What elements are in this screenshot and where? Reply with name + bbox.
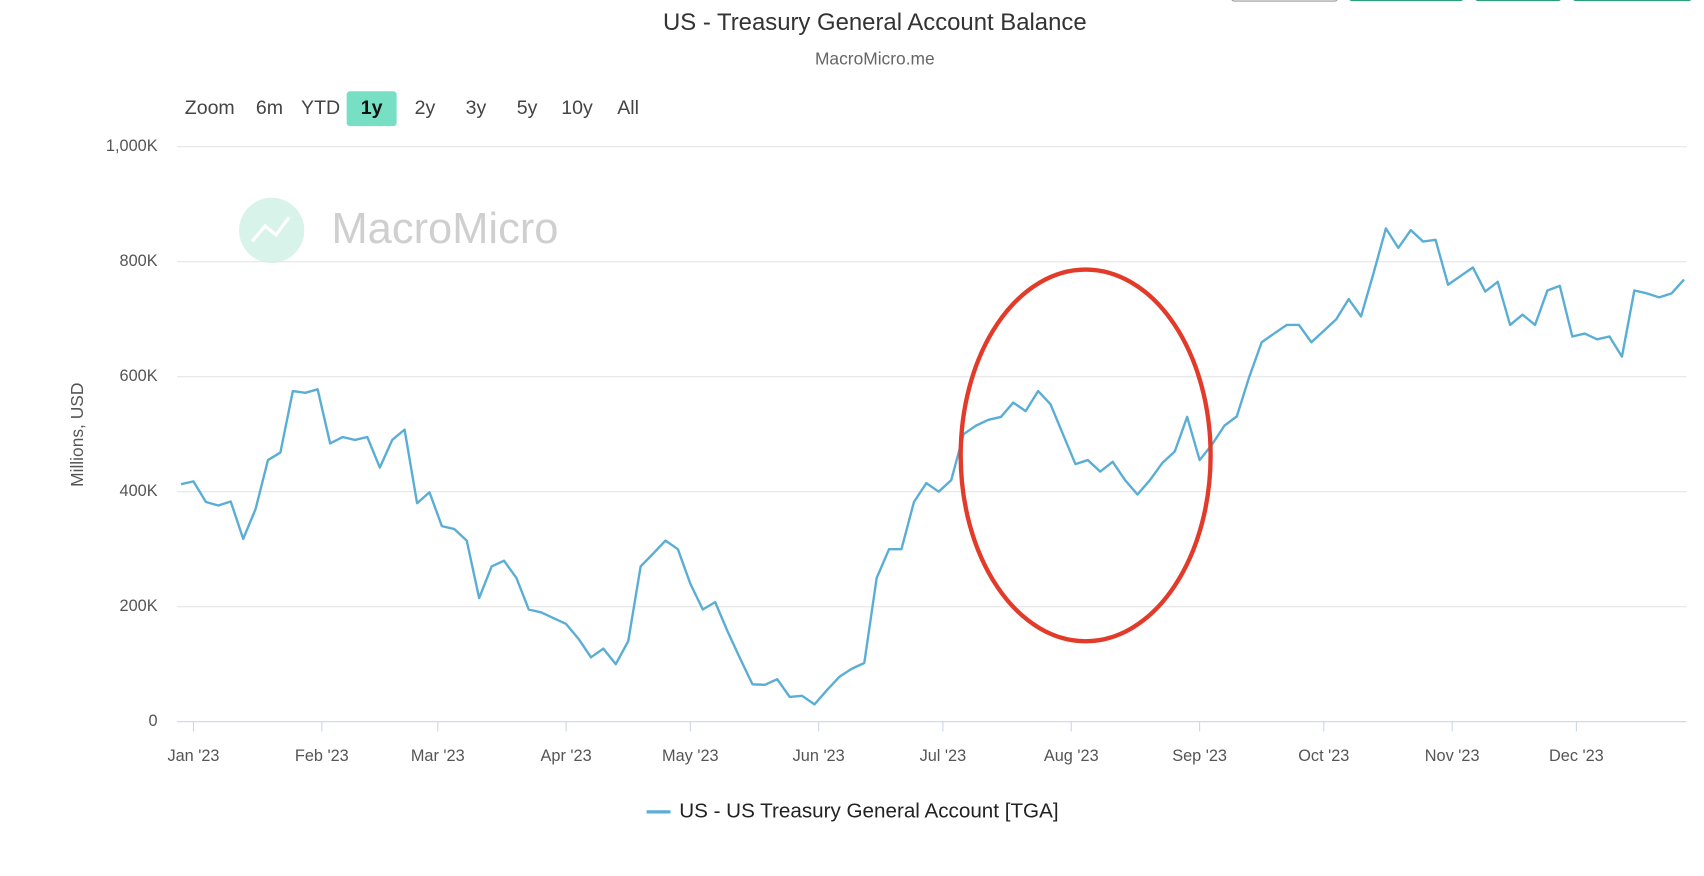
- chart-title: US - Treasury General Account Balance: [663, 9, 1087, 36]
- y-tick-label: 200K: [120, 597, 158, 615]
- watermark-logo-line: [250, 216, 291, 243]
- x-tick-label: Dec '23: [1549, 747, 1604, 765]
- x-tick-label: Sep '23: [1172, 747, 1227, 765]
- range-button[interactable]: 3y: [466, 97, 487, 119]
- top-button[interactable]: [1573, 0, 1693, 2]
- x-tick-label: Jun '23: [793, 747, 845, 765]
- y-tick-label: 1,000K: [106, 137, 158, 155]
- range-button[interactable]: All: [617, 97, 639, 119]
- top-button[interactable]: [1349, 0, 1464, 2]
- y-axis-label: Millions, USD: [67, 383, 87, 487]
- y-tick-label: 0: [148, 712, 157, 730]
- range-button[interactable]: 5y: [517, 97, 538, 119]
- x-tick-label: Mar '23: [411, 747, 465, 765]
- x-tick-label: Apr '23: [541, 747, 592, 765]
- range-button-bg: [346, 91, 397, 127]
- range-button[interactable]: 6m: [256, 97, 283, 119]
- y-tick-label: 600K: [120, 367, 158, 385]
- y-tick-label: 800K: [120, 252, 158, 270]
- range-button[interactable]: YTD: [301, 97, 340, 119]
- series-line: [180, 227, 1685, 706]
- x-tick-label: Feb '23: [295, 747, 349, 765]
- highlight-ellipse: [958, 267, 1213, 644]
- top-button[interactable]: [1475, 0, 1562, 2]
- range-button[interactable]: 1y: [361, 97, 383, 119]
- x-tick-label: Jan '23: [167, 747, 219, 765]
- y-tick-label: 400K: [120, 482, 158, 500]
- x-tick-label: Jul '23: [920, 747, 967, 765]
- top-button[interactable]: [1231, 0, 1338, 2]
- chart-subtitle: MacroMicro.me: [815, 48, 935, 68]
- x-tick-label: Oct '23: [1298, 747, 1349, 765]
- range-button[interactable]: 2y: [415, 97, 436, 119]
- x-tick-label: Nov '23: [1425, 747, 1480, 765]
- zoom-label: Zoom: [185, 97, 235, 119]
- legend-label[interactable]: US - US Treasury General Account [TGA]: [679, 799, 1058, 822]
- range-button[interactable]: 10y: [561, 97, 593, 119]
- watermark-text: MacroMicro: [331, 205, 558, 253]
- x-tick-label: May '23: [662, 747, 719, 765]
- watermark: MacroMicro: [239, 197, 558, 264]
- x-tick-label: Aug '23: [1044, 747, 1099, 765]
